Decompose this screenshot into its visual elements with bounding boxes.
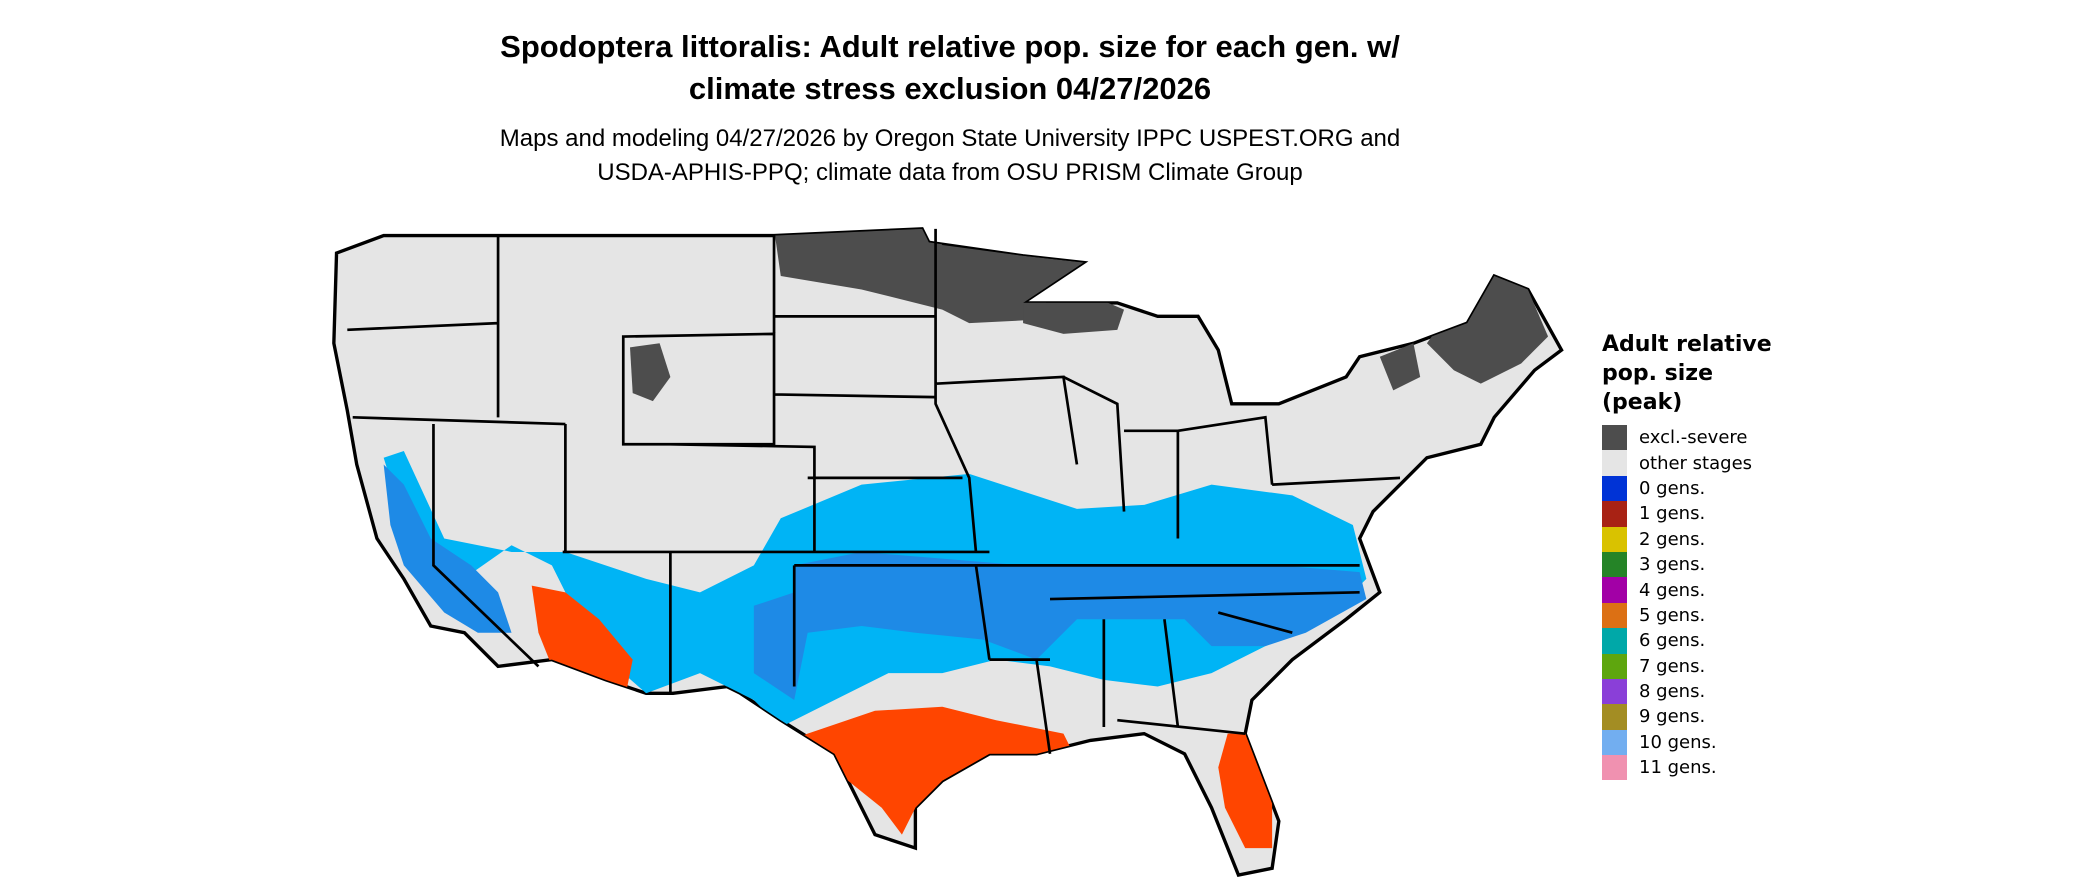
legend-swatch (1602, 653, 1627, 679)
region-excluded-minnesota (774, 228, 1084, 324)
legend-item: 3 gens. (1602, 551, 1772, 578)
legend-label: 1 gens. (1639, 503, 1706, 525)
region-excluded-wyoming (630, 343, 671, 402)
legend-label: 7 gens. (1639, 655, 1706, 677)
legend-item: 10 gens. (1602, 729, 1772, 756)
legend-item: 11 gens. (1602, 755, 1772, 781)
legend-item: other stages (1602, 450, 1772, 476)
legend-swatch (1602, 628, 1627, 654)
legend-item: 9 gens. (1602, 704, 1772, 730)
legend-label: 2 gens. (1639, 528, 1706, 550)
legend-item: 6 gens. (1602, 628, 1772, 654)
legend-title-line: (peak) (1602, 390, 1683, 415)
legend-item: 8 gens. (1602, 678, 1772, 705)
subtitle-line-2: USDA-APHIS-PPQ; climate data from OSU PR… (597, 159, 1303, 186)
legend-item: 0 gens. (1602, 475, 1772, 502)
legend-title-line: pop. size (1602, 361, 1713, 386)
legend-title: Adult relative pop. size (peak) (1602, 330, 1772, 417)
legend-swatch (1602, 425, 1627, 451)
region-excluded-maine (1426, 269, 1549, 384)
legend-swatch (1602, 678, 1627, 705)
legend-label: 9 gens. (1639, 706, 1706, 728)
legend-swatch (1602, 755, 1627, 781)
legend-swatch (1602, 526, 1627, 552)
region-orange-texas (753, 706, 1077, 835)
legend-label: 8 gens. (1639, 681, 1706, 703)
legend-title-line: Adult relative (1602, 332, 1772, 357)
legend-swatch (1602, 602, 1627, 629)
legend-item: 7 gens. (1602, 653, 1772, 679)
legend-label: 4 gens. (1639, 579, 1706, 601)
state-borders (347, 228, 1401, 755)
legend-item: 2 gens. (1602, 526, 1772, 552)
legend-swatch (1602, 551, 1627, 578)
legend-item: 4 gens. (1602, 577, 1772, 603)
title-line-1: Spodoptera littoralis: Adult relative po… (500, 29, 1400, 64)
map-subtitle: Maps and modeling 04/27/2026 by Oregon S… (0, 122, 1900, 190)
legend-label: 0 gens. (1639, 477, 1706, 499)
legend-item: 1 gens. (1602, 501, 1772, 527)
map-title: Spodoptera littoralis: Adult relative po… (0, 26, 1900, 110)
legend-label: 3 gens. (1639, 554, 1706, 576)
subtitle-line-1: Maps and modeling 04/27/2026 by Oregon S… (499, 125, 1401, 152)
region-mid-blue-west (383, 464, 512, 633)
region-excluded-vermont (1379, 343, 1421, 391)
legend-swatch (1602, 475, 1627, 502)
legend-label: 11 gens. (1639, 757, 1717, 779)
legend-swatch (1602, 704, 1627, 730)
legend-label: 5 gens. (1639, 604, 1706, 626)
legend-label: 10 gens. (1639, 731, 1717, 753)
legend-swatch (1602, 577, 1627, 603)
legend-swatch (1602, 450, 1627, 476)
legend-label: excl.-severe (1639, 427, 1748, 449)
region-mid-blue (753, 551, 1367, 701)
legend: Adult relative pop. size (peak) excl.-se… (1602, 330, 1772, 781)
legend-item: 5 gens. (1602, 602, 1772, 629)
legend-items: excl.-severe other stages 0 gens. 1 gens. 2 … (1602, 425, 1772, 781)
title-line-2: climate stress exclusion 04/27/2026 (688, 71, 1212, 106)
legend-swatch (1602, 729, 1627, 756)
legend-label: other stages (1639, 452, 1753, 474)
legend-item: excl.-severe (1602, 425, 1772, 451)
legend-label: 6 gens. (1639, 630, 1706, 652)
legend-swatch (1602, 501, 1627, 527)
